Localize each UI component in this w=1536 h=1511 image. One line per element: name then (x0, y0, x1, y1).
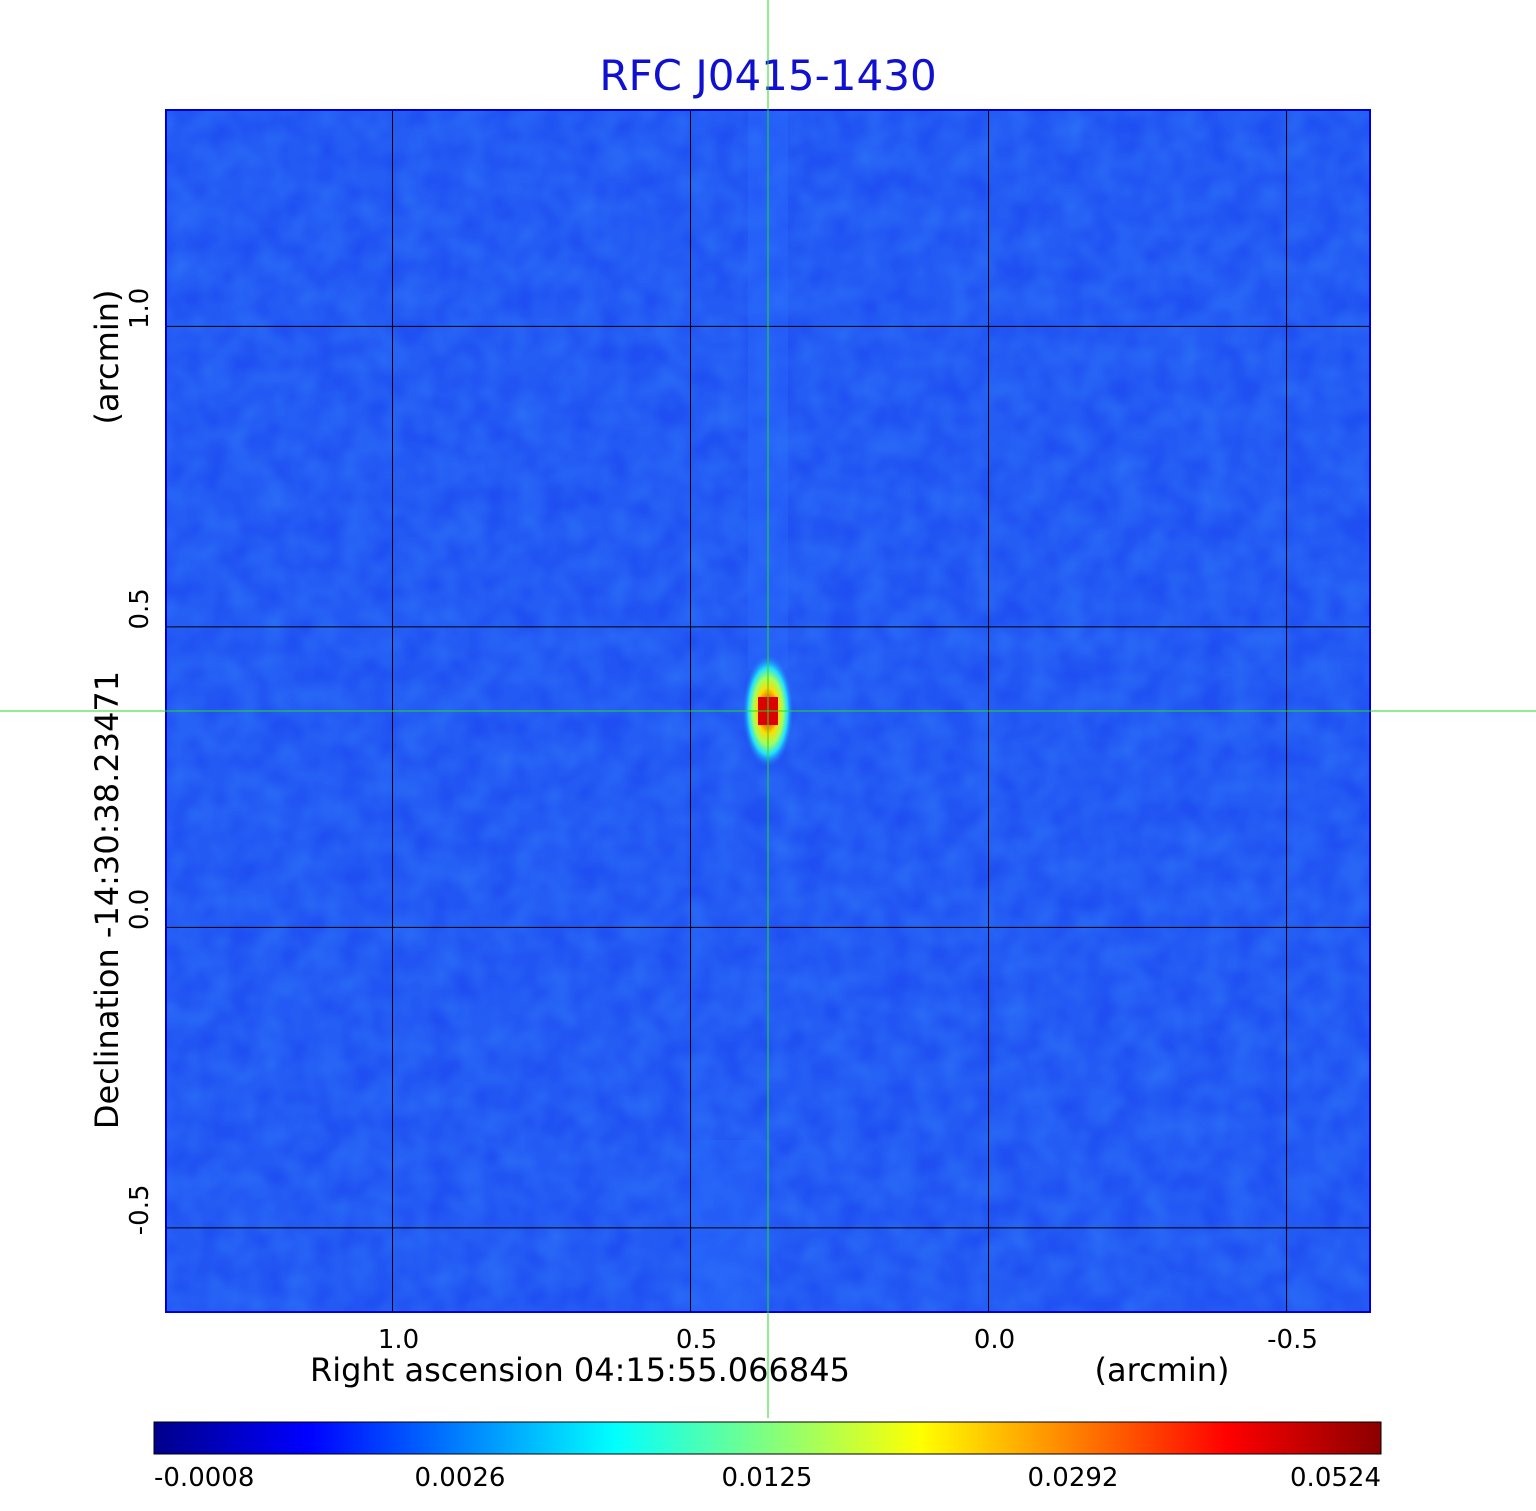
crosshair (0, 0, 1536, 1418)
colorbar-tick-label: 0.0524 (1290, 1463, 1381, 1493)
colorbar-tick-label: 0.0125 (722, 1463, 813, 1493)
colorbar-tick-label: 0.0026 (415, 1463, 506, 1493)
x-tick-label: 1.0 (378, 1325, 419, 1355)
y-axis-label: Declination -14:30:38.23471 (88, 671, 126, 1129)
x-axis-label: Right ascension 04:15:55.066845 (310, 1351, 850, 1389)
y-axis-unit: (arcmin) (88, 290, 126, 425)
y-tick-label: 1.0 (125, 288, 155, 329)
x-tick-label: 0.0 (974, 1325, 1015, 1355)
y-tick-label: 0.5 (125, 588, 155, 629)
y-tick-labels: 1.0 0.5 0.0 -0.5 (125, 288, 155, 1236)
colorbar (153, 1421, 1382, 1455)
x-axis-unit: (arcmin) (1095, 1351, 1230, 1389)
y-tick-label: 0.0 (125, 889, 155, 930)
vertical-sidelobe-bottom (690, 1140, 770, 1312)
colorbar-tick-label: 0.0292 (1028, 1463, 1119, 1493)
y-tick-label: -0.5 (125, 1184, 155, 1235)
x-tick-label: 0.5 (676, 1325, 717, 1355)
colorbar-tick-label: -0.0008 (154, 1463, 254, 1493)
x-tick-label: -0.5 (1267, 1325, 1318, 1355)
x-tick-labels: 1.0 0.5 0.0 -0.5 (378, 1325, 1318, 1355)
colorbar-tick-labels: -0.0008 0.0026 0.0125 0.0292 0.0524 (154, 1463, 1381, 1493)
